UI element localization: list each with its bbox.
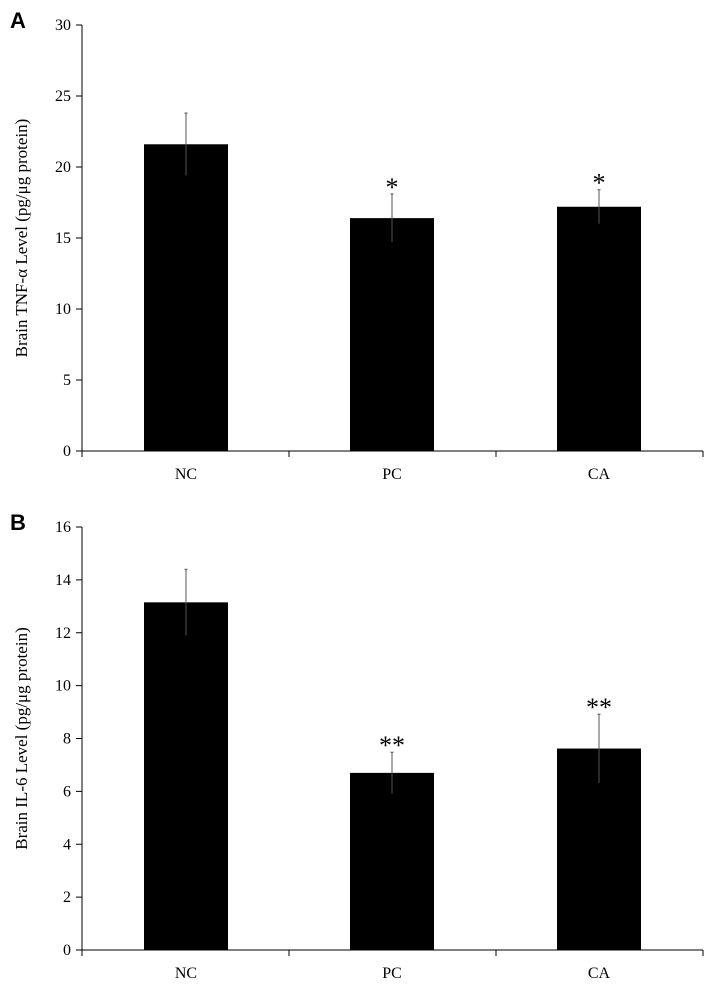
y-axis-title: Brain IL-6 Level (pg/μg protein): [12, 627, 31, 850]
x-tick-label-pc: PC: [382, 466, 402, 483]
y-tick-label: 16: [55, 519, 71, 536]
significance-mark: **: [586, 693, 612, 722]
x-tick-label-ca: CA: [588, 466, 611, 483]
y-tick-label: 5: [63, 372, 71, 389]
y-tick-label: 8: [63, 731, 71, 748]
y-tick-label: 0: [63, 942, 71, 959]
x-tick-label-nc: NC: [175, 965, 197, 982]
x-tick-label-nc: NC: [175, 466, 197, 483]
y-tick-label: 0: [63, 443, 71, 460]
significance-mark: *: [593, 169, 606, 198]
bar-nc: [144, 602, 228, 950]
y-tick-label: 12: [55, 625, 71, 642]
y-tick-label: 2: [63, 889, 71, 906]
y-tick-label: 25: [55, 88, 71, 105]
y-axis-title: Brain TNF-α Level (pg/μg protein): [12, 119, 31, 358]
y-tick-label: 4: [63, 836, 71, 853]
y-tick-label: 20: [55, 159, 71, 176]
bar-ca: [557, 206, 641, 451]
y-tick-label: 6: [63, 783, 71, 800]
y-tick-label: 10: [55, 301, 71, 318]
y-tick-label: 15: [55, 230, 71, 247]
x-tick-label-ca: CA: [588, 965, 611, 982]
significance-mark: **: [379, 731, 405, 760]
significance-mark: *: [386, 173, 399, 202]
y-tick-label: 30: [55, 17, 71, 34]
chart-panel-a: A 0 5 10 15 20 25 30 Brain TNF-α Level (pg/μg pr…: [10, 8, 704, 483]
y-tick-label: 14: [55, 572, 71, 589]
panel-label: B: [10, 510, 26, 535]
bar-pc: [350, 218, 434, 451]
bar-pc: [350, 772, 434, 950]
chart-panel-b: B 0 2 4 6 8 10 12 14 16 Brain IL-6 Level (pg/μg pr…: [10, 510, 704, 982]
x-tick-label-pc: PC: [382, 965, 402, 982]
y-tick-label: 10: [55, 678, 71, 695]
panel-label: A: [10, 8, 26, 33]
bar-nc: [144, 144, 228, 451]
